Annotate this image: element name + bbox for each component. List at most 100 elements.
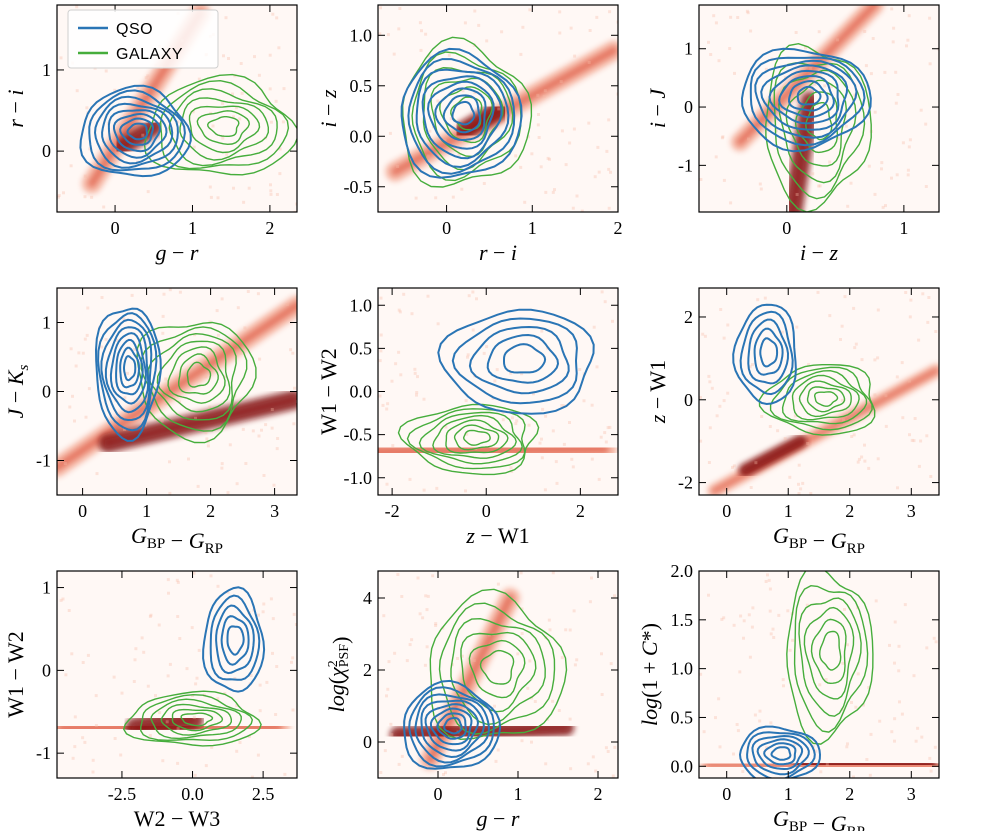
qso-contour: [403, 679, 502, 770]
x-tick-label: 0: [442, 218, 451, 238]
y-tick-label: 4: [363, 588, 372, 608]
galaxy-contour: [397, 403, 540, 476]
x-tick-label: 2.5: [252, 784, 275, 804]
qso-contour: [109, 332, 147, 405]
axes-frame: [698, 287, 940, 496]
galaxy-contour: [432, 414, 517, 459]
x-tick-label: 3: [907, 784, 916, 804]
x-tick-label: 2: [845, 784, 854, 804]
y-tick-label: -1.0: [344, 468, 373, 488]
density-background: [57, 571, 297, 778]
galaxy-contour: [171, 708, 224, 732]
galaxy-contour: [781, 369, 868, 425]
qso-contour: [747, 318, 790, 385]
y-tick-label: -1: [678, 155, 693, 175]
y-tick-label: -0.5: [344, 177, 373, 197]
y-tick-label: 1: [42, 60, 51, 80]
galaxy-contour: [773, 62, 866, 200]
y-axis-label: W1 − W2: [316, 348, 341, 435]
qso-contour: [104, 326, 150, 414]
qso-contour: [740, 47, 872, 153]
y-axis-label: z − W1: [645, 360, 670, 424]
qso-contour: [442, 94, 482, 134]
qso-contour: [215, 604, 255, 675]
galaxy-contour: [418, 411, 523, 465]
x-tick-label: 2: [614, 218, 623, 238]
galaxy-contour: [122, 690, 262, 747]
x-axis-label: g − r: [477, 806, 520, 831]
qso-contour: [429, 707, 473, 746]
y-tick-label: 0.0: [350, 382, 373, 402]
x-tick-label: 1: [142, 501, 151, 521]
y-tick-label: 1.0: [671, 659, 694, 679]
x-axis-label: i − z: [800, 240, 839, 265]
qso-contour: [746, 731, 816, 778]
x-tick-label: 1: [784, 501, 793, 521]
qso-contour: [436, 712, 468, 740]
y-tick-label: 0.5: [350, 76, 373, 96]
panel-5: -2 0 2 -1.0 -0.5 0.0 0.5 1.0 z − W1 W1 − W2: [316, 287, 619, 548]
galaxy-contour: [479, 649, 515, 685]
panel-9: 0 1 2 3 0.0 0.5 1.0 1.5 2.0 GBP − GRP log(1 + C*): [637, 561, 940, 831]
qso-contour: [122, 355, 137, 382]
axes-frame: [56, 570, 298, 779]
galaxy-contour: [450, 617, 546, 726]
x-tick-label: 1: [528, 218, 537, 238]
qso-contour: [100, 318, 153, 422]
y-tick-label: 1.0: [350, 295, 373, 315]
y-tick-label: 2: [684, 307, 693, 327]
galaxy-contour: [439, 86, 493, 144]
x-tick-label: 1: [188, 218, 197, 238]
x-tick-label: 0.0: [181, 784, 204, 804]
density-core: [736, 5, 879, 146]
qso-contour: [753, 327, 784, 376]
qso-contour: [426, 80, 495, 150]
qso-contour: [778, 74, 835, 119]
legend-label-qso: QSO: [116, 21, 153, 38]
qso-contour: [119, 346, 141, 389]
galaxy-contour: [159, 79, 290, 170]
qso-contour: [738, 725, 822, 778]
qso-contour: [486, 333, 560, 384]
qso-contour: [107, 109, 168, 159]
qso-contour: [415, 68, 510, 169]
qso-contour: [763, 742, 797, 766]
galaxy-contour: [136, 321, 257, 444]
x-tick-label: 3: [270, 501, 279, 521]
x-axis-label: r − i: [479, 240, 517, 265]
galaxy-contour: [468, 639, 526, 699]
galaxy-contour: [167, 346, 226, 404]
qso-contour: [88, 89, 186, 172]
x-tick-label: 2: [594, 784, 603, 804]
x-tick-label: 2: [576, 501, 585, 521]
y-tick-label: 2.0: [671, 561, 694, 581]
x-tick-label: 2: [845, 501, 854, 521]
galaxy-contour: [438, 602, 556, 735]
galaxy-contour: [196, 110, 251, 146]
x-tick-label: -2.5: [108, 784, 137, 804]
qso-contour: [759, 337, 779, 368]
x-axis-label: GBP − GRP: [131, 523, 223, 557]
y-tick-label: 1.0: [350, 25, 373, 45]
galaxy-contour: [188, 105, 261, 154]
qso-contour: [768, 69, 840, 125]
galaxy-contour: [179, 97, 269, 161]
y-tick-label: -2: [678, 473, 693, 493]
qso-contour: [424, 703, 480, 752]
y-tick-label: 1.5: [671, 610, 694, 630]
y-axis-label: W1 − W2: [3, 631, 28, 718]
galaxy-contour: [460, 631, 537, 713]
qso-contour: [451, 100, 476, 126]
y-axis-label: log(χ2PSF): [324, 637, 353, 713]
y-tick-label: 1: [42, 313, 51, 333]
qso-contour: [202, 586, 266, 693]
qso-contour: [97, 312, 158, 432]
x-tick-label: 1: [784, 784, 793, 804]
y-tick-label: 0.0: [350, 126, 373, 146]
galaxy-contour: [791, 374, 860, 421]
galaxy-contour: [180, 712, 214, 727]
y-tick-label: 1: [684, 39, 693, 59]
galaxy-contour: [453, 424, 500, 451]
